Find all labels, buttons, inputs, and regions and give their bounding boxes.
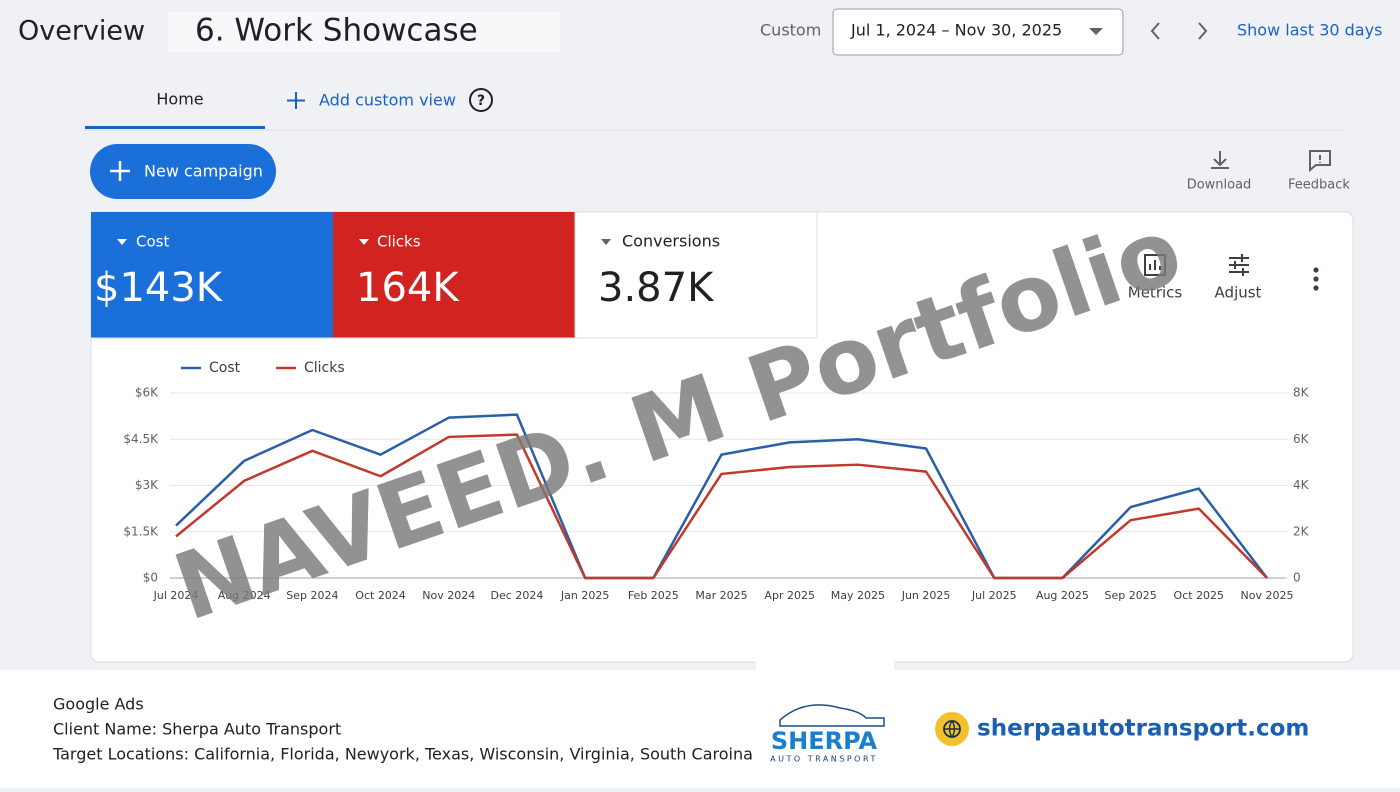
scorecard-value: $143K bbox=[94, 265, 224, 311]
x-tick-label: Aug 2025 bbox=[1036, 589, 1089, 602]
scorecard-value: 3.87K bbox=[598, 265, 715, 311]
adjust-label[interactable]: Adjust bbox=[1215, 284, 1262, 302]
dot[interactable] bbox=[1313, 285, 1319, 291]
add-view-tab[interactable]: Add custom view bbox=[319, 91, 456, 110]
download-label[interactable]: Download bbox=[1187, 178, 1252, 193]
button-label[interactable]: New campaign bbox=[144, 162, 263, 181]
help-mark: ? bbox=[477, 93, 485, 109]
y2-tick-label: 2K bbox=[1293, 524, 1310, 538]
x-tick-label: Jul 2024 bbox=[153, 589, 199, 602]
feedback-icon[interactable] bbox=[1309, 150, 1331, 173]
x-tick-label: Dec 2024 bbox=[491, 589, 544, 602]
x-tick-label: Oct 2024 bbox=[355, 589, 406, 602]
show-last-link[interactable]: Show last 30 days bbox=[1237, 21, 1382, 40]
y-tick-label: $3K bbox=[135, 478, 159, 492]
x-tick-label: Apr 2025 bbox=[764, 589, 815, 602]
x-tick-label: May 2025 bbox=[831, 589, 885, 602]
y-tick-label: $0 bbox=[143, 571, 158, 585]
y2-tick-label: 4K bbox=[1293, 478, 1310, 492]
legend-label: Cost bbox=[209, 360, 241, 376]
y-tick-label: $1.5K bbox=[123, 524, 159, 538]
subtitle: 6. Work Showcase bbox=[195, 13, 478, 49]
series-line bbox=[175, 413, 1268, 580]
help-icon[interactable] bbox=[469, 88, 493, 112]
footer-line: Client Name: Sherpa Auto Transport bbox=[53, 720, 341, 739]
scorecard-name: Cost bbox=[136, 233, 169, 251]
plus-icon[interactable] bbox=[287, 92, 305, 109]
globe-lines bbox=[944, 720, 960, 739]
x-tick-label: Nov 2025 bbox=[1241, 589, 1294, 602]
y2-tick-label: 0 bbox=[1293, 571, 1301, 585]
prev-button[interactable] bbox=[1150, 22, 1160, 40]
scorecard-value: 164K bbox=[356, 265, 460, 311]
metrics-icon[interactable] bbox=[1144, 254, 1166, 276]
series-line bbox=[175, 433, 1268, 580]
button-bg[interactable] bbox=[90, 144, 276, 199]
range-label: Custom bbox=[760, 21, 821, 40]
line-chart: $0 $1.5K $3K $4.5K $6K 0 2K 4K 6K 8K Jul 2024 Aug 2… bbox=[123, 360, 1309, 602]
adjust-icon[interactable] bbox=[1229, 254, 1249, 276]
clicks-scorecard[interactable] bbox=[333, 212, 575, 338]
x-tick-label: Aug 2024 bbox=[218, 589, 271, 602]
clicks-arrow bbox=[359, 239, 369, 245]
date-picker-box[interactable] bbox=[832, 8, 1124, 56]
cost-arrow bbox=[117, 239, 127, 245]
next-button[interactable] bbox=[1198, 22, 1208, 40]
logo: SHERPA bbox=[771, 727, 878, 755]
more-menu[interactable] bbox=[1313, 267, 1319, 291]
footer bbox=[0, 670, 1400, 788]
x-tick-label: Jan 2025 bbox=[560, 589, 609, 602]
y-tick-label: $6K bbox=[135, 386, 159, 400]
subtitle-box bbox=[168, 12, 560, 52]
y2-tick-label: 8K bbox=[1293, 386, 1310, 400]
y-tick-label: $4.5K bbox=[123, 432, 159, 446]
feedback-label[interactable]: Feedback bbox=[1288, 178, 1350, 193]
dropdown-arrow[interactable] bbox=[1089, 28, 1103, 35]
scorecard-name: Conversions bbox=[622, 232, 720, 251]
website[interactable]: sherpaautotransport.com bbox=[977, 716, 1309, 742]
legend-label: Clicks bbox=[304, 360, 345, 376]
home-tab[interactable]: Home bbox=[156, 90, 203, 109]
x-tick-label: Mar 2025 bbox=[695, 589, 747, 602]
logo-sub: AUTO TRANSPORT bbox=[770, 755, 878, 764]
date-picker[interactable]: Jul 1, 2024 – Nov 30, 2025 bbox=[832, 8, 1124, 56]
x-tick-label: Oct 2025 bbox=[1174, 589, 1225, 602]
logo-truck bbox=[779, 704, 885, 727]
y2-tick-label: 6K bbox=[1293, 432, 1310, 446]
footer-notch bbox=[756, 660, 894, 680]
x-tick-label: Sep 2024 bbox=[286, 589, 338, 602]
footer-line: Google Ads bbox=[53, 695, 144, 714]
x-tick-label: Nov 2024 bbox=[422, 589, 475, 602]
tab-indicator bbox=[85, 126, 265, 129]
new-campaign-button[interactable]: New campaign bbox=[90, 144, 276, 199]
dot[interactable] bbox=[1313, 276, 1319, 282]
page-title: Overview bbox=[18, 16, 145, 47]
scorecard-name: Clicks bbox=[377, 233, 421, 251]
date-range[interactable]: Jul 1, 2024 – Nov 30, 2025 bbox=[850, 21, 1062, 40]
download-icon[interactable] bbox=[1211, 151, 1229, 169]
x-tick-label: Sep 2025 bbox=[1105, 589, 1157, 602]
cost-scorecard[interactable] bbox=[91, 212, 333, 338]
x-tick-label: Jun 2025 bbox=[901, 589, 951, 602]
x-tick-label: Feb 2025 bbox=[628, 589, 679, 602]
metrics-label[interactable]: Metrics bbox=[1128, 284, 1183, 302]
x-tick-label: Jul 2025 bbox=[971, 589, 1017, 602]
plus-icon[interactable] bbox=[110, 161, 130, 181]
conversions-arrow bbox=[601, 239, 611, 245]
dot[interactable] bbox=[1313, 267, 1319, 273]
footer-line: Target Locations: California, Florida, N… bbox=[52, 745, 753, 764]
